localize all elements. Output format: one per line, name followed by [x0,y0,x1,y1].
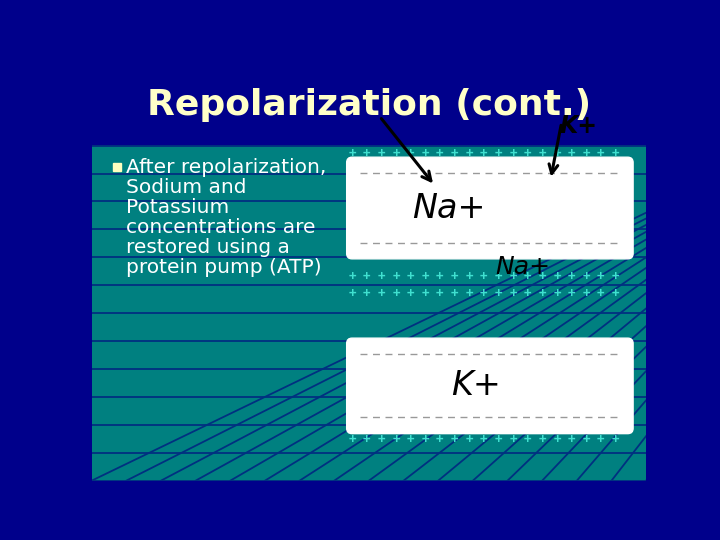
Text: +: + [612,270,619,283]
Bar [92,146,647,481]
Text: +: + [539,433,546,446]
Text: +: + [495,147,502,160]
Text: +: + [582,147,590,160]
Text: +: + [363,270,371,283]
Text: +: + [524,433,531,446]
Text: After repolarization,: After repolarization, [126,158,326,177]
Text: +: + [392,147,400,160]
Bar [113,164,121,171]
Text: +: + [451,287,458,300]
Text: protein pump (ATP): protein pump (ATP) [126,258,321,277]
Text: +: + [612,433,619,446]
Text: +: + [348,147,356,160]
Text: +: + [377,270,385,283]
Text: +: + [480,287,487,300]
Text: +: + [612,287,619,300]
Text: +: + [480,433,487,446]
Text: +: + [421,270,429,283]
Text: +: + [436,433,444,446]
Text: +: + [553,433,561,446]
Text: +: + [363,147,371,160]
Text: +: + [553,270,561,283]
Text: +: + [582,287,590,300]
Text: +: + [539,270,546,283]
Text: +: + [509,433,517,446]
Text: +: + [348,287,356,300]
Text: +: + [553,147,561,160]
Text: Na+: Na+ [495,255,551,279]
FancyBboxPatch shape [346,157,633,259]
Text: +: + [407,270,414,283]
Text: +: + [436,147,444,160]
Text: +: + [407,147,414,160]
Text: +: + [392,270,400,283]
Text: +: + [509,287,517,300]
Text: +: + [348,270,356,283]
Text: +: + [392,433,400,446]
Text: Na+: Na+ [412,192,485,225]
Text: concentrations are: concentrations are [126,218,315,237]
Text: +: + [377,147,385,160]
Text: +: + [363,287,371,300]
Text: +: + [348,433,356,446]
Text: +: + [465,433,473,446]
Text: +: + [436,287,444,300]
Text: +: + [568,147,575,160]
Text: +: + [597,287,605,300]
Text: +: + [597,433,605,446]
Text: +: + [568,287,575,300]
Text: +: + [495,270,502,283]
Text: +: + [495,287,502,300]
Text: +: + [480,270,487,283]
Text: +: + [377,433,385,446]
Text: +: + [509,147,517,160]
Text: Repolarization (cont.): Repolarization (cont.) [147,88,591,122]
Text: +: + [568,270,575,283]
Text: +: + [421,147,429,160]
Text: +: + [392,287,400,300]
Text: +: + [451,433,458,446]
Text: +: + [451,147,458,160]
Text: +: + [407,433,414,446]
Text: +: + [582,270,590,283]
Text: +: + [421,433,429,446]
Text: +: + [597,270,605,283]
Text: +: + [539,287,546,300]
Text: +: + [465,270,473,283]
Text: +: + [436,270,444,283]
Text: +: + [524,287,531,300]
Text: Sodium and: Sodium and [126,178,246,197]
Text: +: + [553,287,561,300]
Text: +: + [363,433,371,446]
Text: +: + [465,287,473,300]
Text: K+: K+ [451,369,501,402]
FancyBboxPatch shape [346,338,633,434]
Text: +: + [524,147,531,160]
Text: +: + [539,147,546,160]
Text: +: + [495,433,502,446]
Text: +: + [480,147,487,160]
Text: +: + [407,287,414,300]
Text: +: + [582,433,590,446]
Text: K+: K+ [559,113,597,138]
Text: +: + [465,147,473,160]
Text: +: + [524,270,531,283]
Text: restored using a: restored using a [126,238,289,257]
Text: +: + [597,147,605,160]
Text: Potassium: Potassium [126,198,229,217]
Text: +: + [451,270,458,283]
Text: +: + [509,270,517,283]
Text: +: + [421,287,429,300]
Bar [92,65,647,146]
Text: +: + [568,433,575,446]
Text: +: + [612,147,619,160]
Text: +: + [377,287,385,300]
